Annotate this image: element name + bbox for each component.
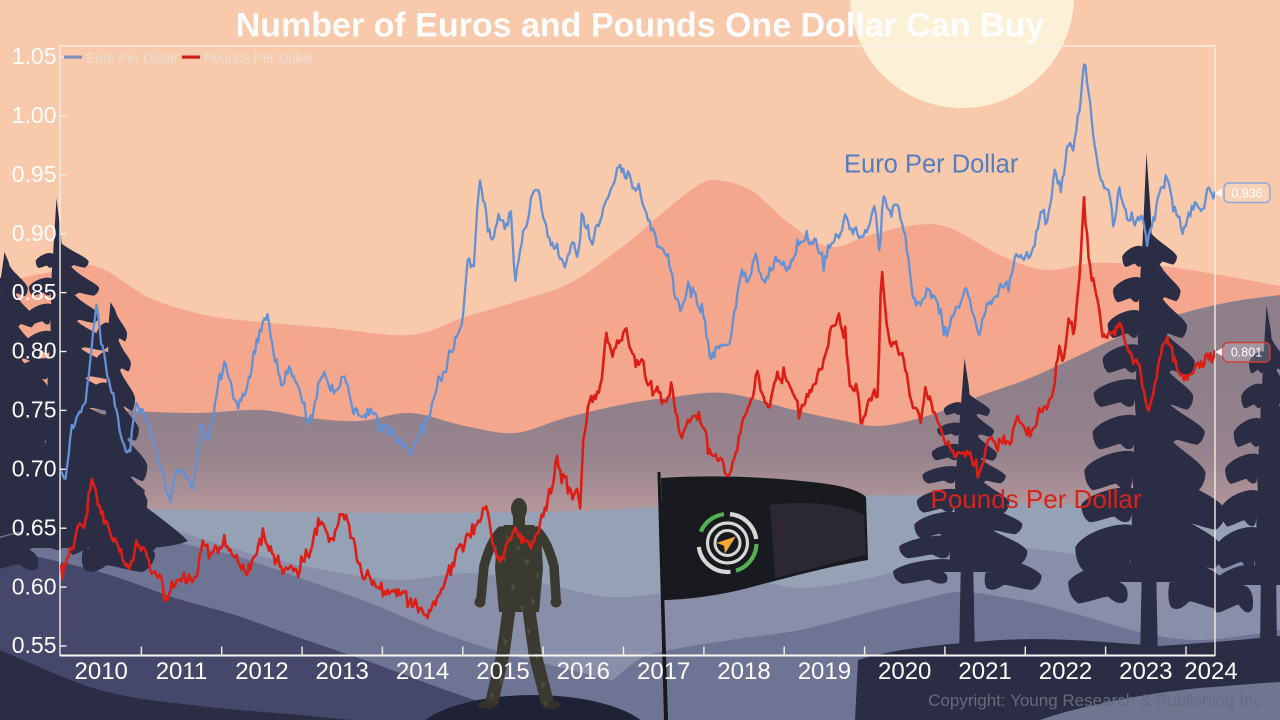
svg-text:0.65: 0.65 [12, 514, 57, 540]
svg-text:0.55: 0.55 [12, 632, 57, 658]
svg-text:2013: 2013 [316, 658, 369, 685]
svg-text:2019: 2019 [798, 658, 851, 685]
svg-text:0.80: 0.80 [12, 338, 57, 364]
svg-text:Euro Per Dollar: Euro Per Dollar [844, 151, 1019, 179]
svg-text:0.75: 0.75 [12, 397, 57, 423]
svg-text:0.70: 0.70 [12, 456, 57, 482]
svg-text:0.60: 0.60 [12, 573, 57, 599]
svg-text:2010: 2010 [75, 658, 128, 685]
svg-text:0.90: 0.90 [12, 220, 57, 246]
svg-text:Pounds Per Dollar: Pounds Per Dollar [931, 484, 1142, 514]
svg-text:0.95: 0.95 [12, 161, 57, 187]
svg-text:2014: 2014 [396, 658, 449, 685]
svg-text:2018: 2018 [717, 658, 770, 685]
svg-text:2011: 2011 [156, 658, 208, 685]
svg-text:2023: 2023 [1119, 658, 1172, 685]
svg-text:2022: 2022 [1039, 658, 1092, 685]
svg-text:2020: 2020 [878, 658, 931, 685]
svg-text:Number of Euros and Pounds One: Number of Euros and Pounds One Dollar Ca… [236, 7, 1045, 45]
svg-text:1.05: 1.05 [12, 43, 57, 69]
svg-text:2015: 2015 [476, 658, 529, 685]
svg-text:0.801: 0.801 [1231, 346, 1262, 360]
svg-text:2021: 2021 [958, 658, 1011, 685]
svg-text:Euro Per Dollar: Euro Per Dollar [86, 51, 179, 66]
svg-text:2017: 2017 [637, 658, 690, 685]
svg-text:2012: 2012 [235, 658, 288, 685]
svg-text:2016: 2016 [557, 658, 610, 685]
svg-text:1.00: 1.00 [12, 102, 57, 128]
svg-text:2024: 2024 [1184, 658, 1237, 685]
svg-text:Copyright: Young Research & Pu: Copyright: Young Research & Publishing I… [928, 691, 1266, 710]
svg-text:Pounds Per Dollar: Pounds Per Dollar [204, 51, 314, 66]
svg-text:0.85: 0.85 [12, 279, 57, 305]
svg-text:0.936: 0.936 [1231, 186, 1262, 200]
